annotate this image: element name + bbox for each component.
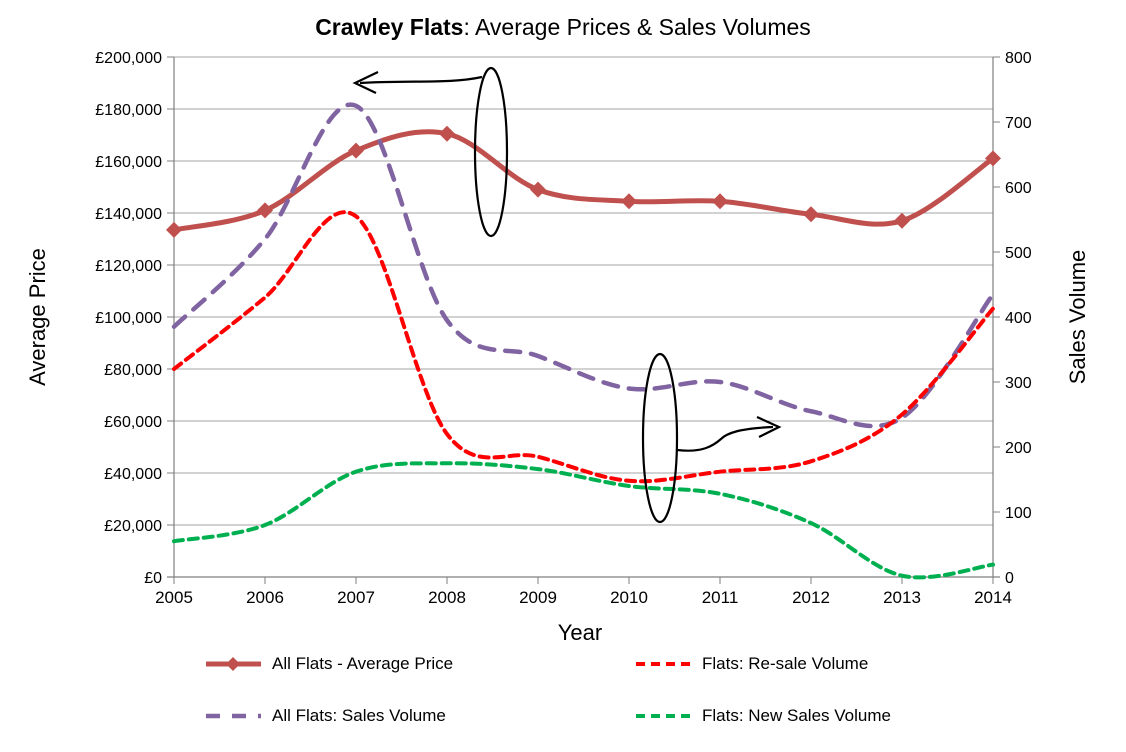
right-axis-tick-label: 0 <box>1005 570 1014 587</box>
chart-title-rest: : Average Prices & Sales Volumes <box>463 14 811 40</box>
right-axis-tick-label: 800 <box>1005 50 1032 67</box>
x-axis-tick-label: 2010 <box>610 588 648 607</box>
annotation-arrow-to-left-axis <box>359 75 483 85</box>
series-marker-all-flats-average-price <box>348 142 364 159</box>
series-line-flats-new-sales-volume <box>172 461 995 580</box>
left-axis-tick-label: £160,000 <box>95 154 162 171</box>
left-axis-tick-label: £140,000 <box>95 206 162 223</box>
left-axis-tick-label: £40,000 <box>104 466 162 483</box>
series-marker-all-flats-average-price <box>257 202 273 219</box>
right-axis-title: Sales Volume <box>1065 249 1090 385</box>
left-axis-tick-label: £100,000 <box>95 310 162 327</box>
right-axis-tick-label: 400 <box>1005 310 1032 327</box>
x-axis-tick-label: 2013 <box>883 588 921 607</box>
left-axis-tick-label: £200,000 <box>95 50 162 67</box>
x-axis-tick-label: 2012 <box>792 588 830 607</box>
series-marker-all-flats-average-price <box>439 125 455 142</box>
left-axis-tick-label: £80,000 <box>104 362 162 379</box>
x-axis-tick-label: 2005 <box>155 588 193 607</box>
series-marker-all-flats-average-price <box>985 150 1001 167</box>
left-axis-tick-label: £180,000 <box>95 102 162 119</box>
x-axis-tick-label: 2008 <box>428 588 466 607</box>
series-line-all-flats-sales-volume <box>171 102 996 429</box>
right-axis-tick-label: 600 <box>1005 180 1032 197</box>
x-axis-title: Year <box>557 620 603 645</box>
left-axis-tick-label: £60,000 <box>104 414 162 431</box>
series-marker-all-flats-average-price <box>894 212 910 229</box>
x-axis-tick-label: 2014 <box>974 588 1012 607</box>
right-axis-tick-label: 500 <box>1005 245 1032 262</box>
annotation-arrowhead-left <box>352 71 379 94</box>
right-axis-tick-label: 700 <box>1005 115 1032 132</box>
left-axis-tick-label: £20,000 <box>104 518 162 535</box>
x-axis-tick-label: 2006 <box>246 588 284 607</box>
annotation-ellipse-volume <box>641 352 679 524</box>
series-line-all-flats-average-price <box>171 129 996 233</box>
left-axis-tick-label: £120,000 <box>95 258 162 275</box>
chart-title: Crawley Flats: Average Prices & Sales Vo… <box>0 14 1126 41</box>
annotation-arrowhead-right <box>756 415 782 438</box>
right-axis-tick-label: 300 <box>1005 375 1032 392</box>
series-marker-all-flats-average-price <box>166 221 182 238</box>
chart-title-bold: Crawley Flats <box>315 14 464 40</box>
x-axis-tick-label: 2007 <box>337 588 375 607</box>
left-axis-tick-label: £0 <box>144 570 162 587</box>
series-marker-all-flats-average-price <box>621 193 637 210</box>
left-axis-title: Average Price <box>25 248 50 386</box>
x-axis-tick-label: 2009 <box>519 588 557 607</box>
series-marker-all-flats-average-price <box>712 193 728 210</box>
series-marker-all-flats-average-price <box>803 206 819 223</box>
series-line-flats-re-sale-volume <box>172 210 995 484</box>
series-marker-all-flats-average-price <box>530 181 546 198</box>
annotation-ellipse-price <box>473 66 509 238</box>
x-axis-tick-label: 2011 <box>702 588 739 607</box>
right-axis-tick-label: 100 <box>1005 505 1032 522</box>
annotation-arrow-to-right-axis <box>676 425 774 452</box>
right-axis-tick-label: 200 <box>1005 440 1032 457</box>
